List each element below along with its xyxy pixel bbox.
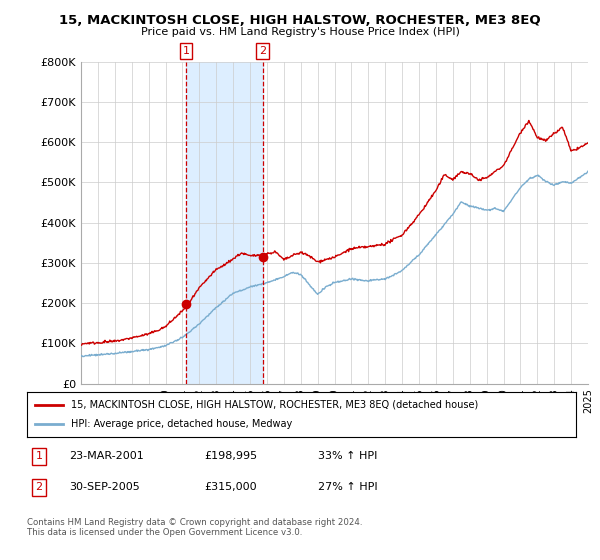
Text: HPI: Average price, detached house, Medway: HPI: Average price, detached house, Medw… — [71, 419, 292, 430]
Text: 1: 1 — [35, 451, 43, 461]
Text: 15, MACKINTOSH CLOSE, HIGH HALSTOW, ROCHESTER, ME3 8EQ (detached house): 15, MACKINTOSH CLOSE, HIGH HALSTOW, ROCH… — [71, 399, 478, 409]
Text: 23-MAR-2001: 23-MAR-2001 — [69, 451, 144, 461]
Text: 27% ↑ HPI: 27% ↑ HPI — [318, 482, 377, 492]
Bar — [186, 62, 263, 384]
Text: Price paid vs. HM Land Registry's House Price Index (HPI): Price paid vs. HM Land Registry's House … — [140, 27, 460, 37]
Text: £198,995: £198,995 — [204, 451, 257, 461]
Text: 15, MACKINTOSH CLOSE, HIGH HALSTOW, ROCHESTER, ME3 8EQ: 15, MACKINTOSH CLOSE, HIGH HALSTOW, ROCH… — [59, 14, 541, 27]
Text: Contains HM Land Registry data © Crown copyright and database right 2024.
This d: Contains HM Land Registry data © Crown c… — [27, 518, 362, 538]
Text: 1: 1 — [182, 46, 190, 56]
Text: 30-SEP-2005: 30-SEP-2005 — [69, 482, 140, 492]
Text: 2: 2 — [35, 482, 43, 492]
Text: £315,000: £315,000 — [204, 482, 257, 492]
Text: 33% ↑ HPI: 33% ↑ HPI — [318, 451, 377, 461]
Text: 2: 2 — [259, 46, 266, 56]
